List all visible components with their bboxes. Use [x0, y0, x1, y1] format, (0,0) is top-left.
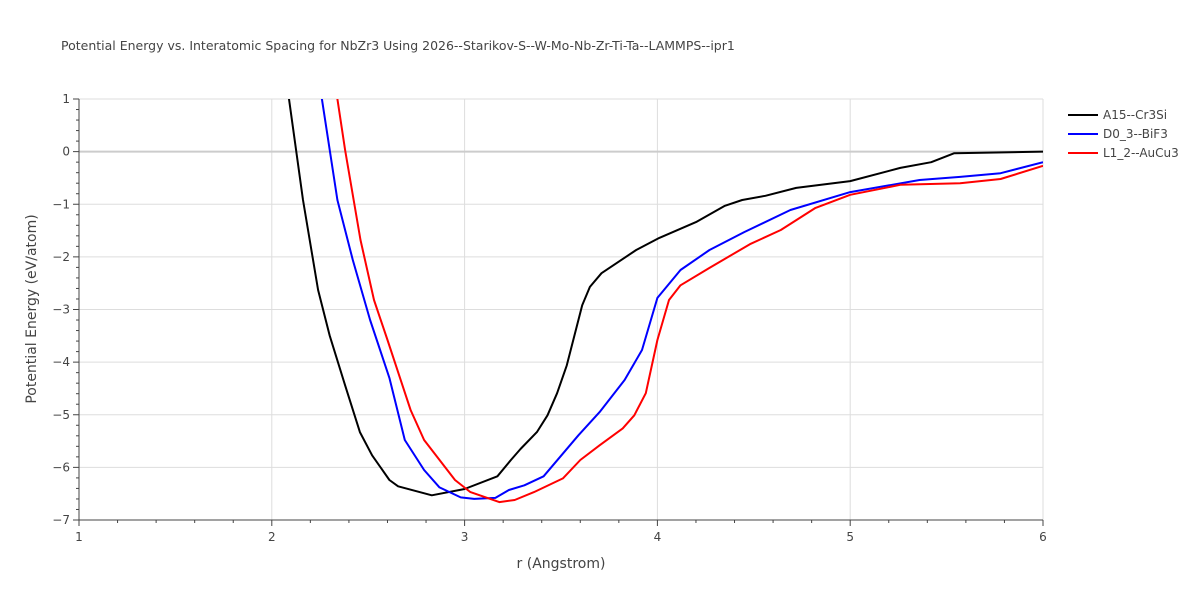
legend-label: A15--Cr3Si [1103, 108, 1167, 122]
legend: A15--Cr3Si D0_3--BiF3 L1_2--AuCu3 [1068, 108, 1179, 160]
series-line-D0_3--BiF3 [320, 99, 1043, 500]
x-tick-label: 1 [75, 530, 83, 544]
series-line-A15--Cr3Si [287, 99, 1043, 497]
y-tick-label: −5 [52, 408, 70, 422]
legend-label: L1_2--AuCu3 [1103, 146, 1179, 160]
y-tick-label: −7 [52, 513, 70, 527]
x-tick-label: 5 [846, 530, 854, 544]
y-tick-label: 0 [62, 145, 70, 159]
x-tick-label: 2 [268, 530, 276, 544]
y-tick-label: −1 [52, 197, 70, 211]
y-axis-label: Potential Energy (eV/atom) [24, 214, 40, 403]
y-tick-label: −3 [52, 303, 70, 317]
y-tick-label: −4 [52, 355, 70, 369]
series-lines [287, 99, 1043, 504]
grid [79, 98, 1044, 520]
chart-title: Potential Energy vs. Interatomic Spacing… [61, 38, 735, 53]
axes: 1 2 3 4 5 6 1 0 −1 −2 −3 −4 −5 −6 −7 [52, 92, 1047, 544]
x-axis-label: r (Angstrom) [517, 556, 606, 572]
y-tick-label: 1 [62, 92, 70, 106]
series-clip-group [287, 99, 1043, 504]
y-tick-label: −6 [52, 460, 70, 474]
y-tick-label: −2 [52, 250, 70, 264]
legend-label: D0_3--BiF3 [1103, 127, 1168, 141]
x-tick-label: 6 [1039, 530, 1047, 544]
x-tick-label: 3 [461, 530, 469, 544]
series-line-L1_2--AuCu3 [336, 99, 1043, 504]
x-tick-label: 4 [654, 530, 662, 544]
